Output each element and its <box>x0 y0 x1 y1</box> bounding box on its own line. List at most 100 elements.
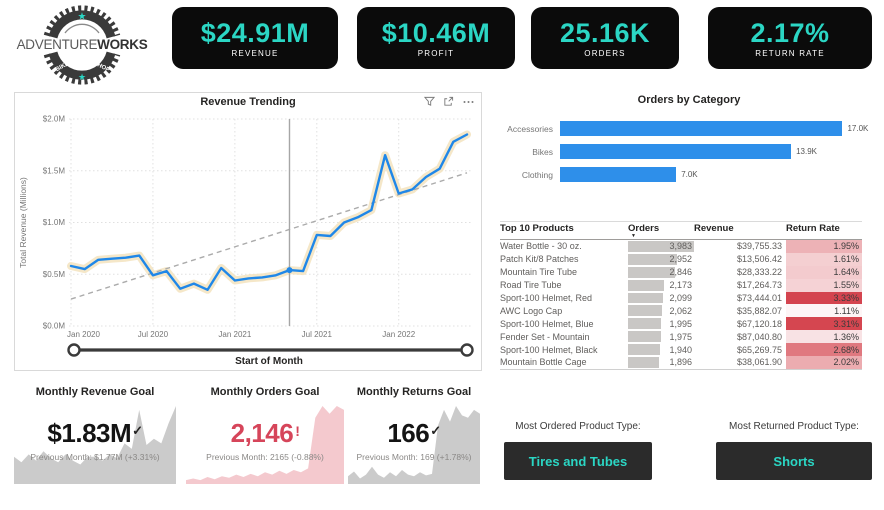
brand-name: ADVENTUREWORKS <box>17 37 148 52</box>
orders-value: 2,099 <box>669 293 692 303</box>
orders-value: 3,983 <box>669 241 692 252</box>
category-bar[interactable] <box>560 121 843 136</box>
return-rate-cell: 1.55% <box>786 278 862 292</box>
orders-value: 2,173 <box>669 280 692 291</box>
x-axis-title: Start of Month <box>235 356 303 367</box>
column-header-orders[interactable]: Orders ▼ <box>628 224 694 239</box>
goal-subtitle: Previous Month: $1.77M (+3.31%) <box>30 452 160 462</box>
slider-handle-start[interactable] <box>67 343 81 357</box>
svg-text:Jan 2022: Jan 2022 <box>382 330 415 339</box>
sort-descending-icon[interactable]: ▼ <box>631 233 636 239</box>
orders-data-bar <box>628 241 694 252</box>
return-rate-cell: 2.68% <box>786 343 862 357</box>
orders-data-bar <box>628 357 660 368</box>
kpi-value: $24.91M <box>200 18 310 48</box>
orders-value: 2,952 <box>669 254 692 265</box>
svg-text:$0.0M: $0.0M <box>43 322 66 331</box>
category-bar-row: Clothing 7.0K <box>497 167 881 182</box>
revenue-cell: $67,120.18 <box>736 318 782 329</box>
orders-by-category-panel: Orders by Category Accessories 17.0K Bikes… <box>497 94 881 190</box>
revenue-trending-panel: Revenue Trending $0.0M $0.5M $1.0M $1.5M $2.… <box>14 92 482 371</box>
svg-text:$1.5M: $1.5M <box>43 166 66 175</box>
check-icon: ✓ <box>430 423 441 438</box>
kpi-value: 2.17% <box>750 18 830 48</box>
kpi-card-return-rate[interactable]: 2.17% RETURN RATE <box>708 7 872 69</box>
orders-cell: 3,983 <box>628 240 694 253</box>
table-row[interactable]: Sport-100 Helmet, Red 2,099 $73,444.01 3.33… <box>500 291 862 305</box>
orders-data-bar <box>628 253 677 265</box>
goal-subtitle: Previous Month: 169 (+1.78%) <box>356 452 472 462</box>
svg-text:Jan 2021: Jan 2021 <box>218 330 251 339</box>
orders-cell: 2,173 <box>628 279 694 292</box>
product-cell: AWC Logo Cap <box>500 305 563 316</box>
svg-text:$0.5M: $0.5M <box>43 270 66 279</box>
kpi-label: RETURN RATE <box>755 49 825 58</box>
goal-value: $1.83M✓ <box>47 418 143 448</box>
table-row[interactable]: Fender Set - Mountain 1,975 $87,040.80 1.36… <box>500 330 862 344</box>
kpi-card-revenue[interactable]: $24.91M REVENUE <box>172 7 338 69</box>
return-rate-cell: 1.95% <box>786 240 862 253</box>
product-cell: Sport-100 Helmet, Blue <box>500 318 594 329</box>
orders-value: 1,995 <box>669 318 692 329</box>
most-ordered-card[interactable]: Tires and Tubes <box>504 442 652 480</box>
goal-title: Monthly Revenue Goal <box>35 386 155 398</box>
kpi-value: 25.16K <box>559 18 651 48</box>
orders-value: 2,846 <box>669 267 692 278</box>
revenue-cell: $87,040.80 <box>736 331 782 342</box>
kpi-card-orders[interactable]: 25.16K ORDERS <box>531 7 679 69</box>
revenue-cell: $38,061.90 <box>736 357 782 368</box>
data-point-marker[interactable] <box>286 267 293 274</box>
goal-value: 166✓ <box>387 418 441 448</box>
goal-card-monthly-orders-goal[interactable]: Monthly Orders Goal 2,146! Previous Month:… <box>186 386 344 484</box>
most-returned-value: Shorts <box>773 453 815 469</box>
orders-cell: 2,952 <box>628 253 694 266</box>
alert-icon: ! <box>295 423 300 439</box>
more-options-icon[interactable] <box>462 96 475 107</box>
orders-data-bar <box>628 344 661 356</box>
orders-by-category-chart: Accessories 17.0K Bikes 13.9K Clothing 7.0K <box>497 121 881 182</box>
orders-cell: 1,940 <box>628 343 694 356</box>
revenue-trending-chart[interactable]: $0.0M $0.5M $1.0M $1.5M $2.0M Jan 2020 Jul 202… <box>15 110 481 368</box>
column-header-revenue[interactable]: Revenue <box>694 223 734 234</box>
table-row[interactable]: Sport-100 Helmet, Blue 1,995 $67,120.18 3.3… <box>500 317 862 331</box>
product-cell: Road Tire Tube <box>500 280 562 291</box>
category-bar-track: 13.9K <box>560 144 881 159</box>
product-cell: Sport-100 Helmet, Black <box>500 344 598 355</box>
category-bar[interactable] <box>560 167 677 182</box>
table-row[interactable]: Water Bottle - 30 oz. 3,983 $39,755.33 1.95… <box>500 240 862 253</box>
kpi-card-profit[interactable]: $10.46M PROFIT <box>357 7 515 69</box>
goal-card-monthly-returns-goal[interactable]: Monthly Returns Goal 166✓ Previous Month: … <box>348 386 480 484</box>
star-icon: ★ <box>78 72 86 82</box>
product-cell: Sport-100 Helmet, Red <box>500 293 593 303</box>
product-cell: Patch Kit/8 Patches <box>500 254 579 265</box>
focus-mode-icon[interactable] <box>443 96 454 107</box>
category-bar[interactable] <box>560 144 792 159</box>
table-row[interactable]: Patch Kit/8 Patches 2,952 $13,506.42 1.61% <box>500 252 862 266</box>
table-row[interactable]: Mountain Tire Tube 2,846 $28,333.22 1.64% <box>500 265 862 279</box>
category-value-label: 17.0K <box>847 124 869 133</box>
revenue-line[interactable] <box>69 133 469 292</box>
table-row[interactable]: Sport-100 Helmet, Black 1,940 $65,269.75 2.… <box>500 343 862 357</box>
column-header-return-rate[interactable]: Return Rate <box>786 223 840 234</box>
column-header-top-10-products[interactable]: Top 10 Products <box>500 223 574 234</box>
svg-text:Jan 2020: Jan 2020 <box>67 330 100 339</box>
table-row[interactable]: Road Tire Tube 2,173 $17,264.73 1.55% <box>500 278 862 292</box>
orders-cell: 1,896 <box>628 356 694 369</box>
most-returned-card[interactable]: Shorts <box>716 442 872 480</box>
revenue-cell: $28,333.22 <box>736 267 782 278</box>
y-axis-title: Total Revenue (Millions) <box>18 177 28 268</box>
table-row[interactable]: Mountain Bottle Cage 1,896 $38,061.90 2.02% <box>500 356 862 370</box>
table-row[interactable]: AWC Logo Cap 2,062 $35,882.07 1.11% <box>500 304 862 318</box>
goal-subtitle: Previous Month: 2165 (-0.88%) <box>206 452 324 462</box>
revenue-cell: $13,506.42 <box>736 254 782 265</box>
filter-icon[interactable] <box>424 96 435 107</box>
top-products-table: Top 10 Products Orders ▼ Revenue Return Rate… <box>500 221 862 370</box>
return-rate-cell: 3.33% <box>786 291 862 305</box>
goal-card-monthly-revenue-goal[interactable]: Monthly Revenue Goal $1.83M✓ Previous Mont… <box>14 386 176 484</box>
most-ordered-label: Most Ordered Product Type: <box>515 421 641 432</box>
slider-handle-end[interactable] <box>460 343 474 357</box>
product-cell: Water Bottle - 30 oz. <box>500 241 582 252</box>
revenue-cell: $73,444.01 <box>736 293 782 303</box>
orders-cell: 1,975 <box>628 330 694 343</box>
